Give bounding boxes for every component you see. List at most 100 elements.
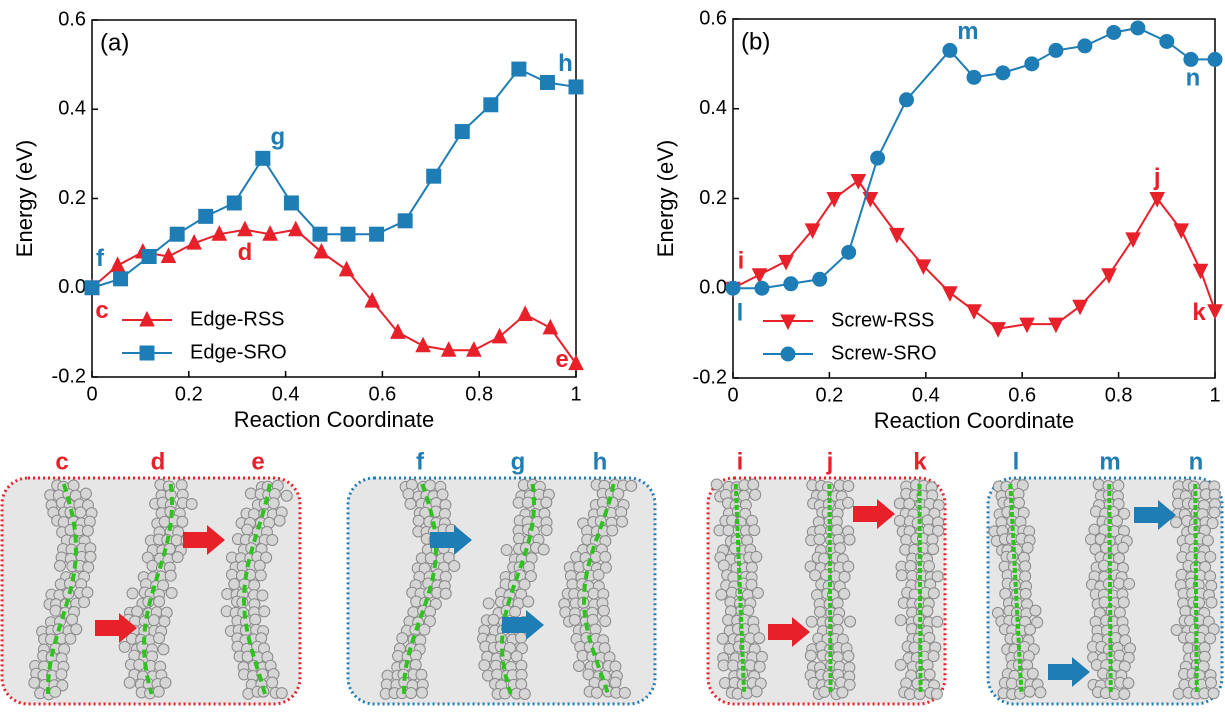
marker — [338, 260, 355, 277]
illustration-label: m — [1099, 448, 1120, 475]
marker — [198, 208, 214, 224]
atom — [147, 614, 160, 627]
dislocation — [804, 479, 857, 701]
atom — [1112, 479, 1125, 492]
atom — [1034, 686, 1047, 699]
dislocation-line — [1193, 483, 1199, 695]
atom — [171, 551, 184, 564]
atom — [70, 623, 83, 636]
illustration-label: l — [1013, 448, 1020, 475]
annotation: d — [238, 239, 253, 266]
atom — [518, 687, 531, 700]
atom — [843, 533, 856, 546]
marker — [211, 225, 228, 241]
atom — [599, 561, 612, 574]
marker — [1024, 56, 1040, 72]
atom — [818, 685, 831, 698]
dislocation-line — [142, 483, 174, 695]
atom — [625, 479, 638, 492]
atom — [751, 586, 764, 599]
marker — [454, 124, 470, 140]
marker — [511, 61, 527, 77]
atom — [448, 560, 461, 573]
series-line — [91, 228, 577, 365]
illustration-label: e — [251, 448, 264, 475]
atom — [931, 615, 944, 628]
atom — [1170, 516, 1183, 529]
x-axis-label: Reaction Coordinate — [874, 408, 1075, 433]
marker — [340, 226, 356, 242]
atom — [415, 668, 428, 681]
x-tick-label: 0.6 — [1008, 384, 1036, 406]
y-axis-label: Energy (eV) — [12, 140, 37, 257]
atom — [164, 569, 177, 582]
atom — [267, 497, 280, 510]
marker — [1048, 42, 1064, 58]
atom — [597, 604, 610, 617]
marker — [415, 336, 431, 353]
marker — [1106, 24, 1122, 40]
atom — [838, 587, 851, 600]
atom — [813, 605, 826, 618]
marker — [812, 271, 828, 287]
atom — [804, 649, 817, 662]
atom — [1123, 577, 1136, 590]
y-tick-label: 0.0 — [699, 277, 727, 299]
marker — [1125, 232, 1141, 249]
x-tick-label: 0 — [86, 383, 97, 405]
atom — [258, 605, 271, 618]
arrow — [430, 525, 472, 555]
atom — [715, 588, 728, 601]
atom — [64, 632, 77, 645]
atom — [813, 533, 826, 546]
marker — [1159, 33, 1175, 49]
marker — [113, 271, 129, 287]
atom — [904, 560, 917, 573]
atom — [176, 515, 189, 528]
illustration-label: n — [1189, 448, 1204, 475]
marker — [841, 244, 857, 260]
annotation: h — [558, 50, 573, 77]
atom — [1019, 587, 1032, 600]
arrow — [1134, 500, 1176, 530]
marker — [426, 168, 442, 184]
atom — [249, 613, 262, 626]
y-tick-label: 0.4 — [699, 97, 727, 119]
marker — [1183, 51, 1199, 67]
marker — [1130, 20, 1146, 36]
atom — [1117, 541, 1130, 554]
atom — [126, 587, 139, 600]
series-line — [733, 26, 1215, 290]
marker — [542, 318, 559, 335]
atom — [722, 524, 735, 537]
atom — [500, 544, 513, 557]
marker — [1207, 51, 1223, 67]
marker — [1019, 317, 1035, 334]
annotation: n — [1186, 65, 1201, 92]
illustration-label: d — [151, 448, 166, 475]
dislocation-line — [917, 483, 923, 695]
atom — [1029, 604, 1042, 617]
marker — [826, 192, 843, 208]
annotation: i — [738, 248, 745, 275]
atom — [416, 686, 429, 699]
marker — [783, 276, 799, 292]
marker — [283, 195, 299, 211]
atom — [745, 578, 758, 591]
arrow — [853, 499, 895, 529]
atom — [831, 613, 844, 626]
atom — [931, 570, 944, 583]
atom — [753, 632, 766, 645]
atom — [133, 658, 146, 671]
atom — [1201, 534, 1214, 547]
x-tick-label: 1 — [1209, 384, 1220, 406]
atom — [836, 686, 849, 699]
x-tick-label: 0 — [727, 384, 738, 406]
atom — [158, 615, 171, 628]
marker — [466, 341, 482, 357]
atom — [749, 488, 762, 501]
atom — [228, 578, 241, 591]
atom — [1092, 478, 1105, 491]
atom — [487, 613, 500, 626]
atom — [1205, 596, 1218, 609]
